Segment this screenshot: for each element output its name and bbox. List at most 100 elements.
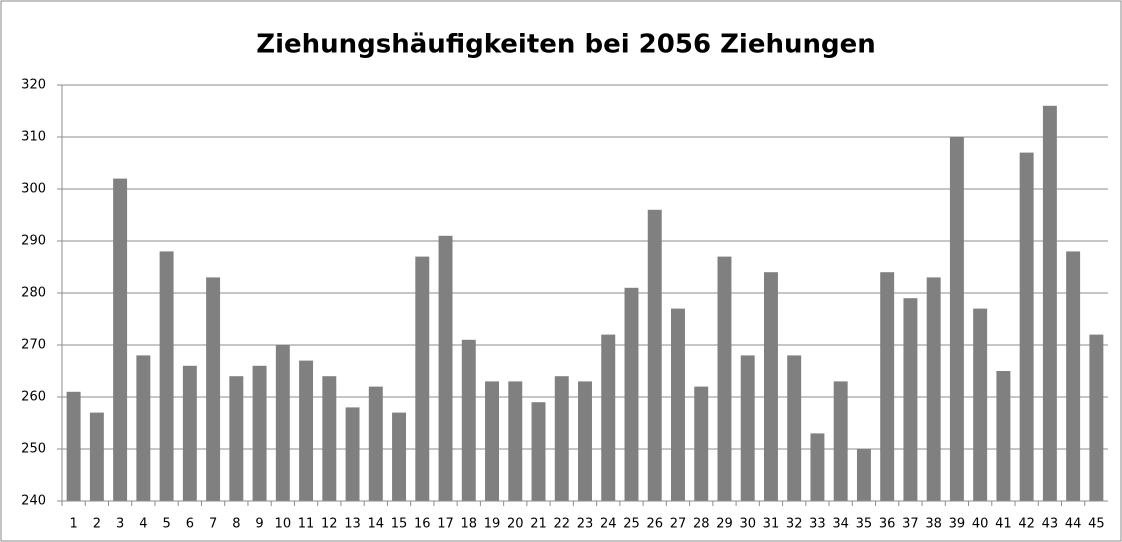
x-tick-label: 25 (623, 517, 640, 532)
x-tick-label: 39 (949, 517, 966, 532)
bar (996, 371, 1011, 501)
bar (578, 381, 592, 501)
x-tick-label: 42 (1018, 517, 1035, 532)
y-tick-label: 240 (21, 494, 46, 509)
bar (554, 376, 569, 501)
bar (787, 355, 802, 501)
bar (229, 376, 244, 501)
x-tick-label: 23 (577, 517, 594, 532)
x-tick-label: 11 (298, 517, 315, 532)
bar (1089, 334, 1104, 501)
bar (973, 308, 988, 501)
x-tick-label: 32 (786, 517, 803, 532)
x-tick-label: 15 (391, 517, 408, 532)
x-tick-label: 17 (437, 517, 454, 532)
bar (647, 209, 662, 502)
bar (252, 365, 267, 501)
bar (415, 256, 430, 501)
x-tick-label: 6 (186, 517, 194, 532)
x-tick-label: 40 (972, 517, 989, 532)
x-tick-label: 14 (368, 517, 385, 532)
bar (461, 339, 476, 501)
bar (1066, 251, 1081, 501)
x-tick-label: 1 (69, 517, 77, 532)
x-tick-label: 7 (209, 517, 217, 532)
bar (206, 277, 221, 501)
bar (880, 272, 895, 501)
bar (601, 334, 616, 501)
x-tick-label: 19 (484, 517, 501, 532)
x-tick-label: 10 (275, 517, 292, 532)
bar (299, 360, 314, 501)
x-tick-label: 8 (232, 517, 240, 532)
x-tick-label: 43 (1042, 517, 1059, 532)
bar (368, 386, 383, 501)
bar (182, 365, 197, 501)
x-tick-label: 12 (321, 517, 338, 532)
bar (694, 386, 709, 501)
y-tick-label: 260 (21, 390, 46, 405)
bar (531, 402, 546, 501)
bar (1042, 105, 1057, 502)
x-tick-label: 31 (763, 517, 780, 532)
bar (66, 391, 81, 501)
bar (322, 376, 337, 501)
x-tick-label: 29 (716, 517, 733, 532)
bar (763, 272, 778, 501)
x-tick-label: 4 (139, 517, 147, 532)
bar (345, 407, 360, 501)
bar (508, 381, 523, 501)
bar (810, 433, 825, 501)
x-tick-label: 16 (414, 517, 431, 532)
x-tick-label: 36 (879, 517, 896, 532)
x-tick-label: 44 (1065, 517, 1082, 532)
bar (717, 256, 732, 501)
x-tick-label: 21 (530, 517, 547, 532)
x-tick-label: 35 (856, 517, 873, 532)
bar (392, 412, 407, 501)
bar (136, 355, 151, 501)
x-tick-label: 28 (693, 517, 710, 532)
bar (671, 308, 685, 501)
bar (833, 381, 848, 501)
x-tick-label: 38 (925, 517, 942, 532)
bar (949, 137, 964, 501)
x-tick-label: 2 (93, 517, 101, 532)
x-tick-label: 3 (116, 517, 124, 532)
x-tick-label: 9 (255, 517, 263, 532)
x-tick-label: 26 (646, 517, 663, 532)
y-tick-label: 310 (21, 130, 46, 145)
x-tick-label: 22 (553, 517, 570, 532)
bar (926, 277, 941, 501)
x-tick-label: 20 (507, 517, 524, 532)
bar (89, 412, 104, 501)
bar (438, 235, 453, 502)
y-tick-label: 270 (21, 338, 46, 353)
x-tick-label: 24 (600, 517, 617, 532)
x-tick-label: 5 (162, 517, 170, 532)
bar (740, 355, 755, 501)
bar (624, 287, 639, 501)
x-tick-label: 34 (832, 517, 849, 532)
y-tick-label: 290 (21, 234, 46, 249)
bar (113, 178, 128, 501)
y-tick-label: 320 (21, 78, 46, 93)
bar (1019, 152, 1034, 501)
chart-title: Ziehungshäufigkeiten bei 2056 Ziehungen (256, 30, 876, 60)
y-tick-label: 300 (21, 182, 46, 197)
x-tick-label: 33 (809, 517, 826, 532)
bar (485, 381, 499, 501)
x-tick-label: 13 (344, 517, 361, 532)
bar (159, 251, 174, 501)
x-tick-label: 37 (902, 517, 919, 532)
x-tick-label: 30 (739, 517, 756, 532)
x-tick-label: 27 (670, 517, 687, 532)
bar (275, 345, 290, 501)
x-tick-label: 45 (1088, 517, 1105, 532)
x-tick-label: 41 (995, 517, 1012, 532)
y-tick-label: 280 (21, 286, 46, 301)
x-tick-label: 18 (461, 517, 478, 532)
y-tick-label: 250 (21, 442, 46, 457)
